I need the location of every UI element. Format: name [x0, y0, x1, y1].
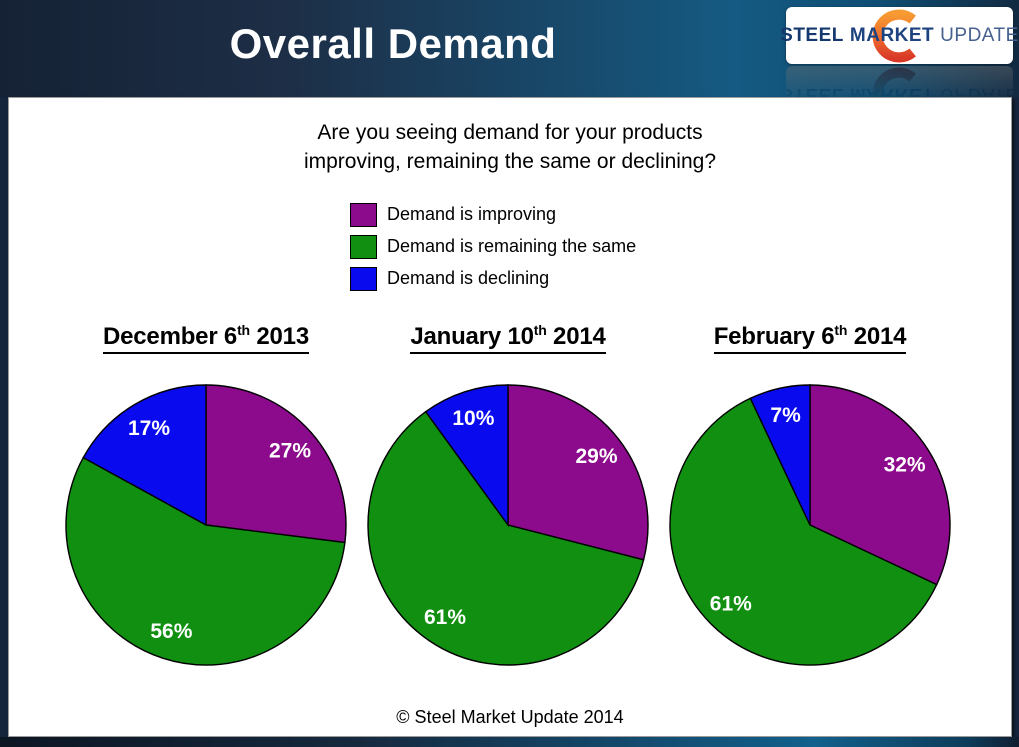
svg-text:10%: 10%: [452, 407, 494, 430]
svg-text:56%: 56%: [150, 620, 192, 643]
logo-update-label: UPDATE: [940, 24, 1019, 46]
legend-label: Demand is remaining the same: [387, 236, 637, 256]
svg-text:27%: 27%: [269, 439, 311, 462]
legend-item-declining: Demand is declining: [350, 266, 636, 291]
logo-crescent-icon: [872, 67, 916, 97]
legend: Demand is improving Demand is remaining …: [350, 202, 636, 298]
legend-swatch-declining: [350, 266, 377, 291]
survey-question: Are you seeing demand for your products …: [9, 118, 1011, 176]
bottom-accent-bar: [0, 737, 1019, 747]
legend-swatch-improving: [350, 202, 377, 227]
svg-text:32%: 32%: [884, 454, 926, 477]
survey-question-line2: improving, remaining the same or declini…: [303, 150, 717, 173]
pie-chart: 29% 61% 10%: [367, 384, 649, 666]
pie-chart: 27% 56% 17%: [65, 384, 347, 666]
chart-title: February 6th 2014: [650, 322, 970, 354]
pie-chart-december: December 6th 2013 27% 56% 17%: [46, 322, 366, 692]
logo-reflection: STEEL MARKET UPDATE: [780, 66, 1019, 97]
logo-steel-label: STEEL: [780, 24, 844, 46]
logo-market-label: MARKET: [849, 24, 935, 46]
logo-text: STEEL MARKET UPDATE: [780, 7, 1018, 64]
legend-item-improving: Demand is improving: [350, 202, 636, 227]
chart-title: December 6th 2013: [46, 322, 366, 354]
copyright-text: © Steel Market Update 2014: [396, 707, 624, 727]
pie-chart-january: January 10th 2014 29% 61% 10%: [348, 322, 668, 692]
legend-label: Demand is improving: [387, 204, 557, 224]
page-title: Overall Demand: [229, 20, 557, 67]
legend-label: Demand is declining: [387, 268, 550, 288]
chart-title: January 10th 2014: [348, 322, 668, 354]
pie-chart-february: February 6th 2014 32% 61% 7%: [650, 322, 970, 692]
smu-logo: STEEL MARKET UPDATE: [780, 7, 1018, 64]
svg-text:17%: 17%: [128, 417, 170, 440]
header-bar: Overall Demand STEEL MARKET UPDATE: [0, 0, 1019, 97]
survey-question-line1: Are you seeing demand for your products: [317, 121, 703, 144]
legend-item-same: Demand is remaining the same: [350, 234, 636, 259]
pie-chart: 32% 61% 7%: [669, 384, 951, 666]
svg-text:29%: 29%: [575, 445, 617, 468]
legend-swatch-same: [350, 234, 377, 259]
svg-text:61%: 61%: [710, 593, 752, 616]
svg-text:61%: 61%: [424, 606, 466, 629]
svg-text:7%: 7%: [770, 404, 801, 427]
logo-crescent-icon: [872, 9, 916, 63]
slide-panel: Are you seeing demand for your products …: [8, 97, 1012, 737]
